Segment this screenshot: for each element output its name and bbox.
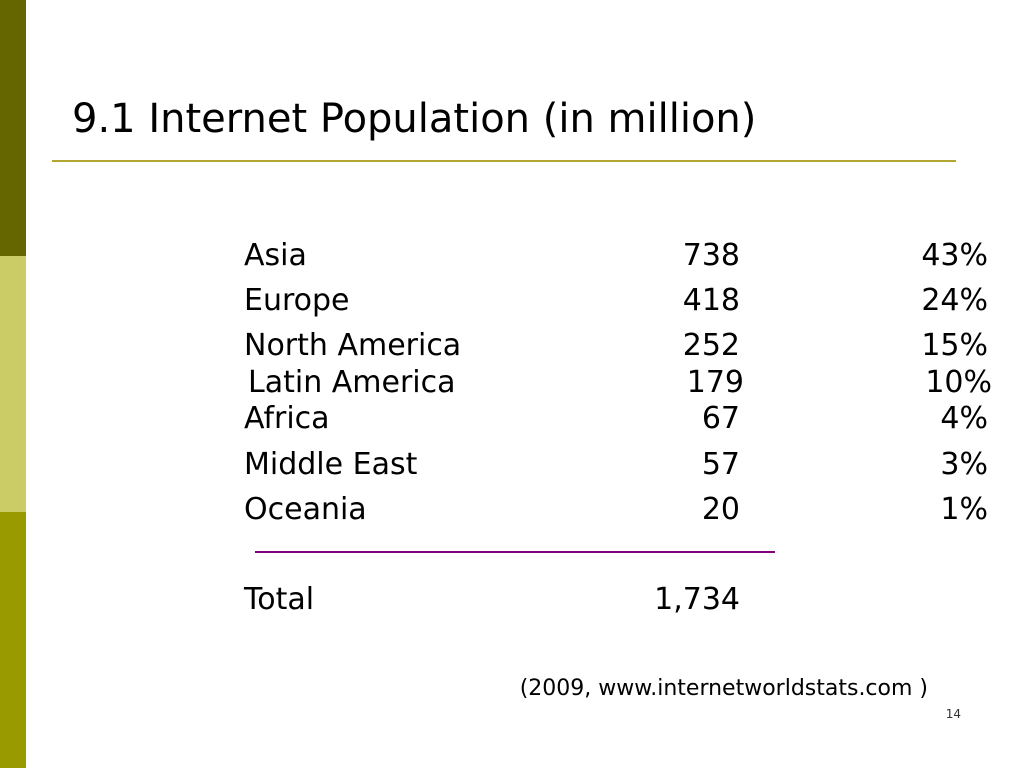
- share-value: 15%: [921, 328, 988, 363]
- title-divider: [52, 160, 956, 162]
- region-label: Europe: [244, 283, 350, 318]
- share-value: 43%: [921, 238, 988, 273]
- users-value: 738: [682, 238, 740, 273]
- share-value: 1%: [940, 492, 988, 527]
- sidebar-accent-middle: [0, 256, 26, 512]
- page-number: 14: [945, 707, 961, 721]
- slide-title: 9.1 Internet Population (in million): [72, 96, 757, 142]
- total-value: 1,734: [654, 582, 740, 617]
- users-value: 67: [701, 401, 740, 436]
- users-value: 418: [682, 283, 740, 318]
- region-label: North America: [244, 328, 462, 363]
- users-value: 252: [682, 328, 740, 363]
- region-label: Africa: [244, 401, 330, 436]
- region-label: Middle East: [244, 447, 418, 482]
- sidebar-accent-bottom: [0, 512, 26, 768]
- share-value: 24%: [921, 283, 988, 318]
- source-citation: (2009, www.internetworldstats.com ): [519, 676, 928, 701]
- region-label: Latin America: [248, 365, 456, 400]
- share-value: 3%: [940, 447, 988, 482]
- users-value: 179: [686, 365, 744, 400]
- share-value: 4%: [940, 401, 988, 436]
- users-value: 20: [701, 492, 740, 527]
- users-value: 57: [701, 447, 740, 482]
- region-label: Asia: [244, 238, 307, 273]
- region-label: Oceania: [244, 492, 367, 527]
- total-label: Total: [244, 582, 315, 617]
- sidebar-accent-top: [0, 0, 26, 256]
- sum-divider: [255, 551, 775, 553]
- share-value: 10%: [925, 365, 992, 400]
